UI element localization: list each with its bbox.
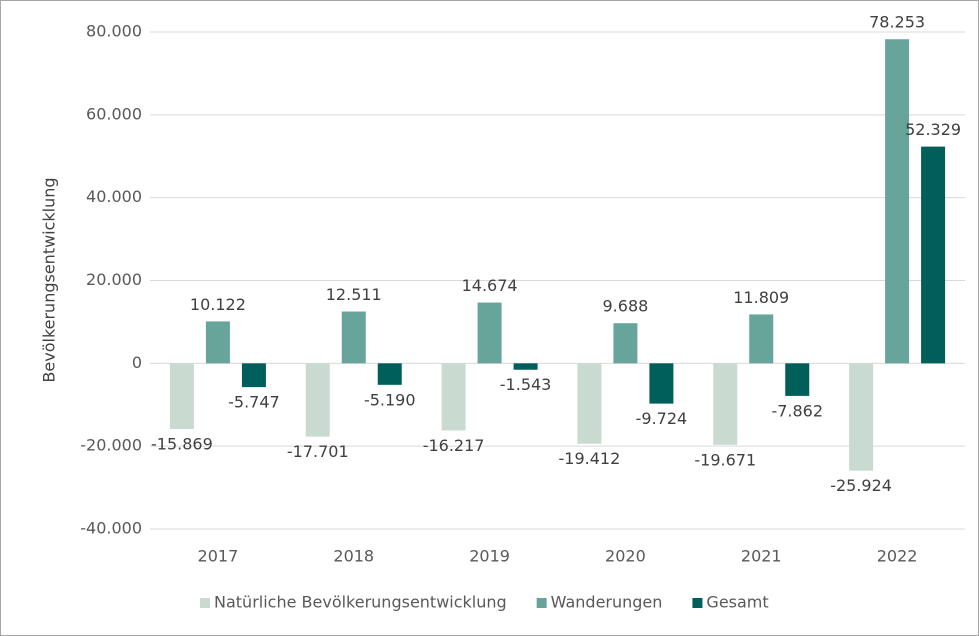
x-tick-label: 2019	[469, 547, 510, 566]
y-tick-label: 0	[132, 353, 142, 372]
bar	[713, 363, 738, 445]
bar	[885, 39, 910, 364]
legend-swatch	[536, 598, 547, 608]
value-label: -16.217	[423, 436, 485, 455]
legend-label: Gesamt	[706, 593, 768, 612]
x-tick-label: 2020	[605, 547, 646, 566]
bar	[785, 363, 810, 396]
value-label: 9.688	[603, 297, 649, 316]
legend-label: Natürliche Bevölkerungsentwicklung	[214, 593, 507, 612]
value-label: -15.869	[151, 435, 213, 454]
bar	[513, 363, 538, 370]
value-label: -7.862	[771, 401, 823, 420]
x-tick-label: 2017	[198, 547, 239, 566]
bar	[441, 363, 466, 431]
value-label: -19.671	[694, 450, 756, 469]
value-label: 52.329	[905, 120, 961, 139]
value-label: -9.724	[636, 409, 688, 428]
value-label: -5.747	[228, 393, 280, 412]
bar	[649, 363, 674, 404]
bar	[241, 363, 266, 388]
value-label: -5.190	[364, 390, 416, 409]
x-tick-label: 2018	[333, 547, 374, 566]
value-label: 12.511	[326, 285, 382, 304]
bar	[477, 302, 502, 364]
bar	[749, 314, 774, 364]
value-label: 11.809	[733, 288, 789, 307]
value-label: -19.412	[559, 449, 621, 468]
y-tick-label: -20.000	[80, 436, 142, 455]
value-label: 10.122	[190, 295, 246, 314]
y-tick-label: 60.000	[86, 104, 142, 123]
y-axis-label: Bevölkerungsentwicklung	[40, 177, 59, 382]
bar	[341, 311, 366, 364]
bar	[205, 321, 230, 364]
y-tick-label: -40.000	[80, 519, 142, 538]
y-tick-label: 20.000	[86, 270, 142, 289]
value-label: 14.674	[462, 276, 518, 295]
bar	[613, 323, 638, 364]
bar	[377, 363, 402, 385]
bar	[921, 146, 946, 364]
value-label: 78.253	[869, 13, 925, 32]
value-label: -17.701	[287, 442, 349, 461]
x-tick-label: 2022	[877, 547, 918, 566]
legend-label: Wanderungen	[551, 593, 663, 612]
legend-swatch	[200, 598, 210, 608]
x-tick-label: 2021	[741, 547, 782, 566]
legend-swatch	[692, 598, 703, 608]
value-label: -25.924	[830, 476, 892, 495]
y-tick-label: 40.000	[86, 187, 142, 206]
y-tick-label: 80.000	[86, 22, 142, 41]
value-label: -1.543	[500, 375, 552, 394]
bar	[577, 363, 602, 444]
bar	[849, 363, 874, 471]
bar	[305, 363, 330, 437]
bar	[169, 363, 194, 430]
